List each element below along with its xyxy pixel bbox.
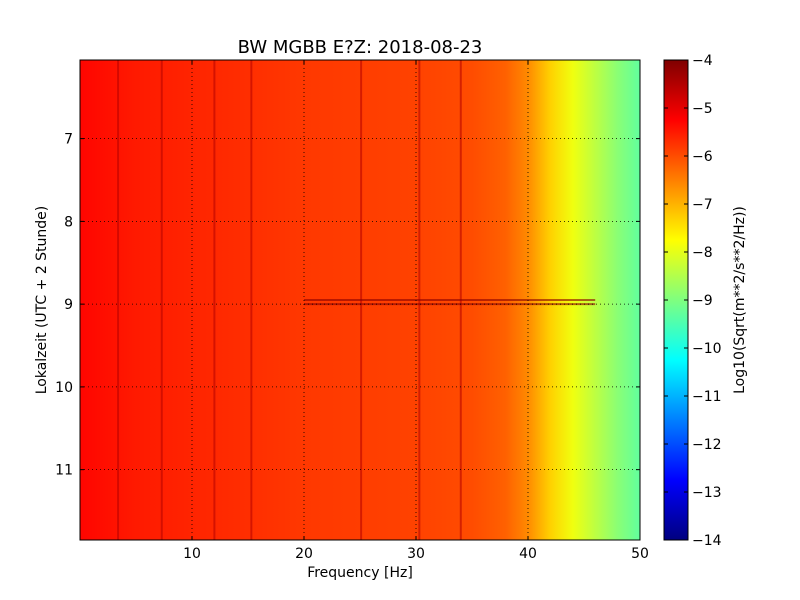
y-axis-ticks: 7 8 9 10 11 [55,132,640,479]
y-tick-label: 7 [64,132,73,148]
x-tick-label: 40 [519,546,537,562]
colorbar-ticks: −4 −5 −6 −7 −8 −9 −10 −11 −12 −13 −14 [664,53,722,549]
y-tick-label: 9 [64,297,73,313]
y-tick-label: 11 [55,463,73,479]
y-tick-label: 8 [64,214,73,230]
x-tick-label: 20 [295,546,313,562]
chart-title: BW MGBB E?Z: 2018-08-23 [238,37,483,58]
x-tick-label: 50 [631,546,649,562]
colorbar-tick-label: −4 [692,53,713,69]
colorbar-tick-label: −6 [692,149,713,165]
y-tick-label: 10 [55,380,73,396]
x-tick-label: 10 [183,546,201,562]
colorbar-tick-label: −14 [692,533,722,549]
y-axis-label: Lokalzeit (UTC + 2 Stunde) [34,206,50,395]
colorbar: −4 −5 −6 −7 −8 −9 −10 −11 −12 −13 −14 [663,53,722,549]
x-tick-label: 30 [407,546,425,562]
plot-frame [79,59,641,541]
colorbar-tick-label: −11 [692,389,722,405]
colorbar-tick-label: −7 [692,197,713,213]
colorbar-tick-label: −13 [692,485,722,501]
plot-area [79,59,641,541]
colorbar-label: Log10(Sqrt(m**2/s**2/Hz)) [732,206,748,394]
colorbar-tick-label: −12 [692,437,722,453]
colorbar-tick-label: −8 [692,245,713,261]
x-axis-label: Frequency [Hz] [307,565,413,581]
colorbar-tick-label: −9 [692,293,713,309]
x-axis-ticks: 10 20 30 40 50 [183,60,649,562]
colorbar-tick-label: −5 [692,101,713,117]
colorbar-tick-label: −10 [692,341,722,357]
